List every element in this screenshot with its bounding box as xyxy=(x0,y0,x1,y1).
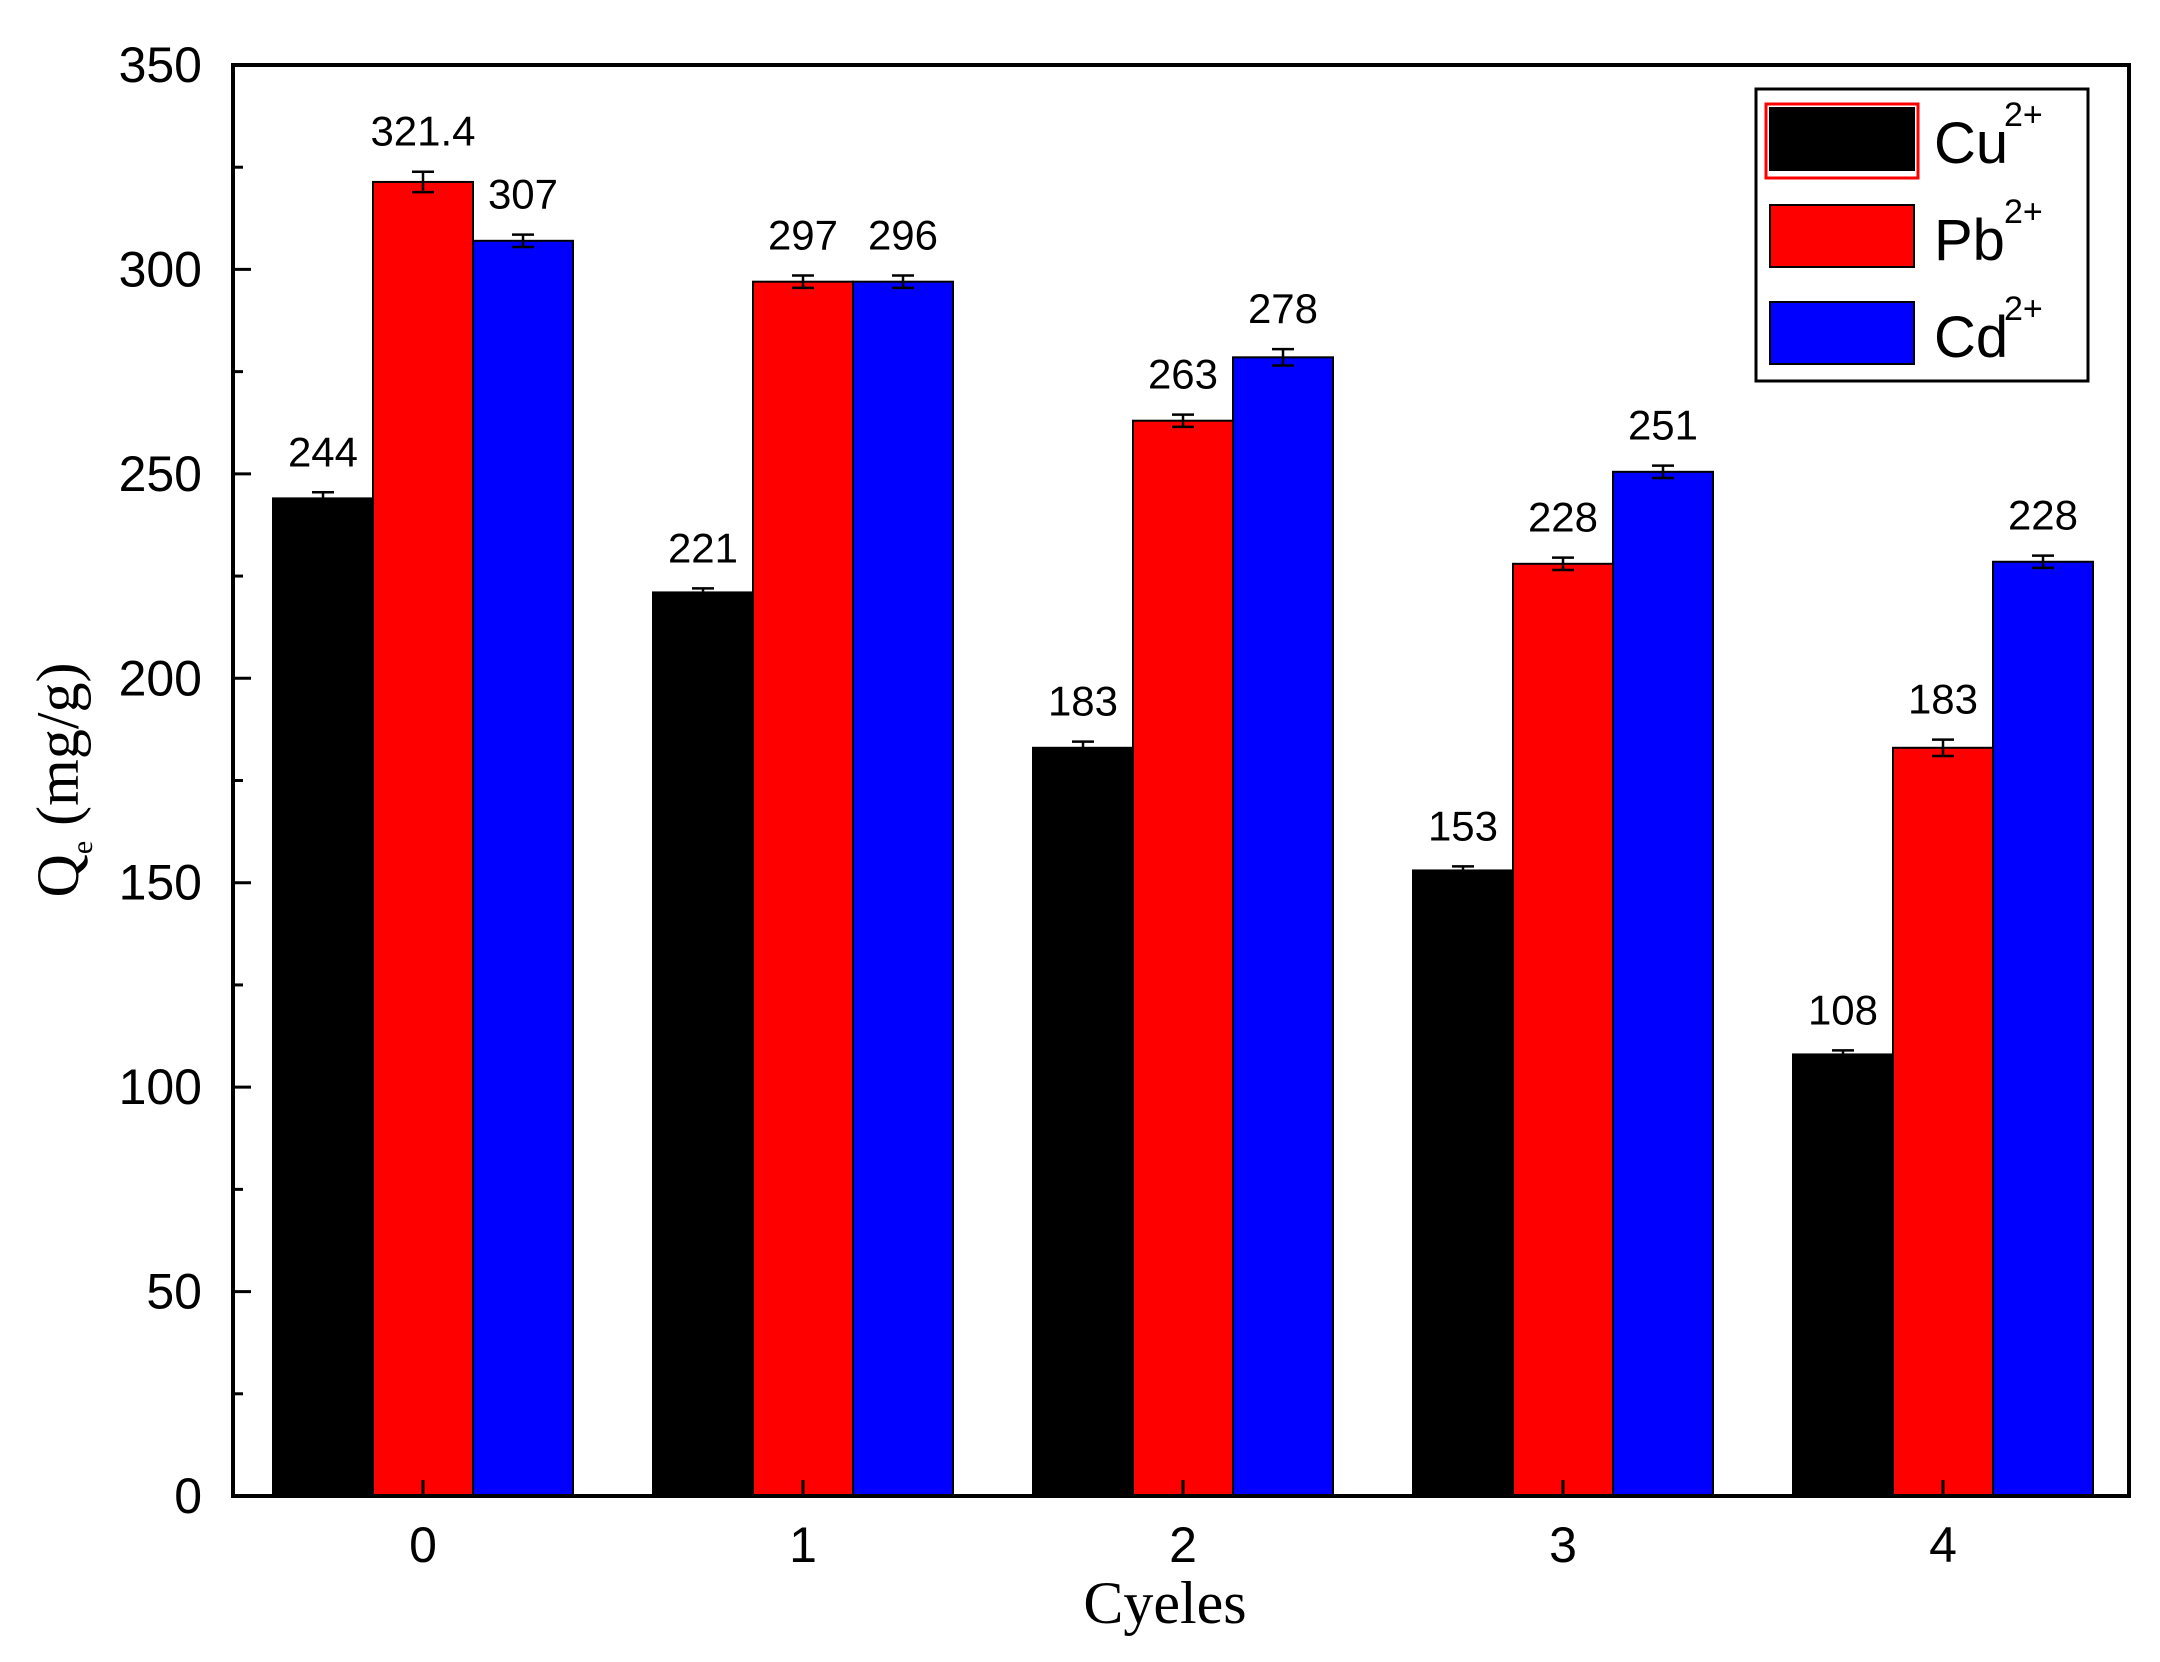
bar-cd-cycle-3 xyxy=(1612,470,1714,1497)
value-label-cd-cycle-0: 307 xyxy=(488,171,558,218)
error-bar-cu-cycle-4 xyxy=(1832,1049,1854,1060)
bar-cu-cycle-2 xyxy=(1032,746,1134,1497)
bar-cd-cycle-1 xyxy=(852,280,954,1497)
value-label-cd-cycle-3: 251 xyxy=(1628,402,1698,449)
y-tick-label-50: 50 xyxy=(146,1264,202,1320)
y-tick-label-350: 350 xyxy=(119,37,202,93)
value-labels-layer: 244 321.4 307 221 297 296 183 263 278 153 228 251 10… xyxy=(288,108,2078,1034)
legend-label-cd: Cd xyxy=(1934,305,2008,370)
legend-swatch-cu xyxy=(1769,107,1915,171)
error-bar-cd-cycle-1 xyxy=(892,274,914,290)
x-tick-label-0: 0 xyxy=(409,1517,437,1573)
legend-charge-cd: 2+ xyxy=(2004,290,2043,328)
value-label-pb-cycle-0: 321.4 xyxy=(370,108,475,155)
y-axis-title-symbol: Q xyxy=(25,854,91,897)
error-bar-cd-cycle-0 xyxy=(512,233,534,249)
error-bar-cu-cycle-1 xyxy=(692,587,714,598)
value-label-cu-cycle-3: 153 xyxy=(1428,802,1498,849)
y-axis-title-subscript: e xyxy=(66,841,99,854)
bar-cd-cycle-2 xyxy=(1232,356,1334,1497)
value-label-pb-cycle-4: 183 xyxy=(1908,676,1978,723)
bar-cu-cycle-0 xyxy=(272,497,374,1498)
bar-pb-cycle-0 xyxy=(372,180,474,1498)
value-label-cu-cycle-4: 108 xyxy=(1808,986,1878,1033)
error-bar-pb-cycle-3 xyxy=(1552,556,1574,572)
error-bar-cd-cycle-2 xyxy=(1272,347,1294,367)
error-bar-pb-cycle-4 xyxy=(1932,738,1954,758)
y-tick-label-250: 250 xyxy=(119,446,202,502)
y-tick-label-200: 200 xyxy=(119,650,202,706)
bar-pb-cycle-2 xyxy=(1132,419,1234,1498)
y-axis-title-units: (mg/g) xyxy=(25,663,91,841)
y-tick-label-300: 300 xyxy=(119,241,202,297)
bar-cd-cycle-4 xyxy=(1992,560,2094,1497)
x-tick-label-1: 1 xyxy=(789,1517,817,1573)
bars-layer xyxy=(272,180,2094,1498)
error-bar-cd-cycle-4 xyxy=(2032,554,2054,570)
x-tick-label-4: 4 xyxy=(1929,1517,1957,1573)
error-bar-cu-cycle-0 xyxy=(312,491,334,506)
bar-cu-cycle-4 xyxy=(1792,1053,1894,1498)
x-axis-title: Cyeles xyxy=(1083,1570,1246,1636)
error-bar-pb-cycle-2 xyxy=(1172,413,1194,429)
value-label-cd-cycle-1: 296 xyxy=(868,212,938,259)
value-label-cu-cycle-1: 221 xyxy=(668,524,738,571)
value-label-pb-cycle-2: 263 xyxy=(1148,351,1218,398)
error-bar-cd-cycle-3 xyxy=(1652,464,1674,480)
y-tick-label-150: 150 xyxy=(119,855,202,911)
bar-cu-cycle-1 xyxy=(652,591,754,1497)
error-bar-pb-cycle-1 xyxy=(792,274,814,290)
value-label-cd-cycle-4: 228 xyxy=(2008,492,2078,539)
value-label-cu-cycle-2: 183 xyxy=(1048,678,1118,725)
x-tick-label-2: 2 xyxy=(1169,1517,1197,1573)
bar-pb-cycle-1 xyxy=(752,280,854,1497)
legend-label-cu: Cu xyxy=(1934,111,2008,176)
axis-ticks-layer: 0 1 2 3 4 0 50 100 150 200 250 300 350 xyxy=(119,37,1957,1573)
legend: Cu2+Pb 2+Cd2+ xyxy=(1754,87,2090,383)
error-bar-cu-cycle-3 xyxy=(1452,865,1474,876)
legend-swatch-pb xyxy=(1769,204,1915,268)
error-bars-layer xyxy=(312,170,2054,1060)
bar-pb-cycle-4 xyxy=(1892,746,1994,1497)
error-bar-cu-cycle-2 xyxy=(1072,740,1094,756)
bar-cu-cycle-3 xyxy=(1412,869,1514,1497)
bar-cd-cycle-0 xyxy=(472,239,574,1497)
value-label-pb-cycle-3: 228 xyxy=(1528,494,1598,541)
x-tick-label-3: 3 xyxy=(1549,1517,1577,1573)
legend-charge-cu: 2+ xyxy=(2004,96,2043,134)
value-label-cd-cycle-2: 278 xyxy=(1248,285,1318,332)
legend-selection-box xyxy=(1764,102,1920,180)
error-bar-pb-cycle-0 xyxy=(412,170,434,194)
y-axis-title: Qe (mg/g) xyxy=(25,663,99,898)
legend-swatch-cd xyxy=(1769,301,1915,365)
value-label-pb-cycle-1: 297 xyxy=(768,212,838,259)
legend-label-pb: Pb xyxy=(1934,208,2005,273)
bar-pb-cycle-3 xyxy=(1512,562,1614,1497)
value-label-cu-cycle-0: 244 xyxy=(288,428,358,475)
y-tick-label-0: 0 xyxy=(174,1468,202,1524)
y-tick-label-100: 100 xyxy=(119,1059,202,1115)
legend-charge-pb: 2+ xyxy=(2004,193,2043,231)
